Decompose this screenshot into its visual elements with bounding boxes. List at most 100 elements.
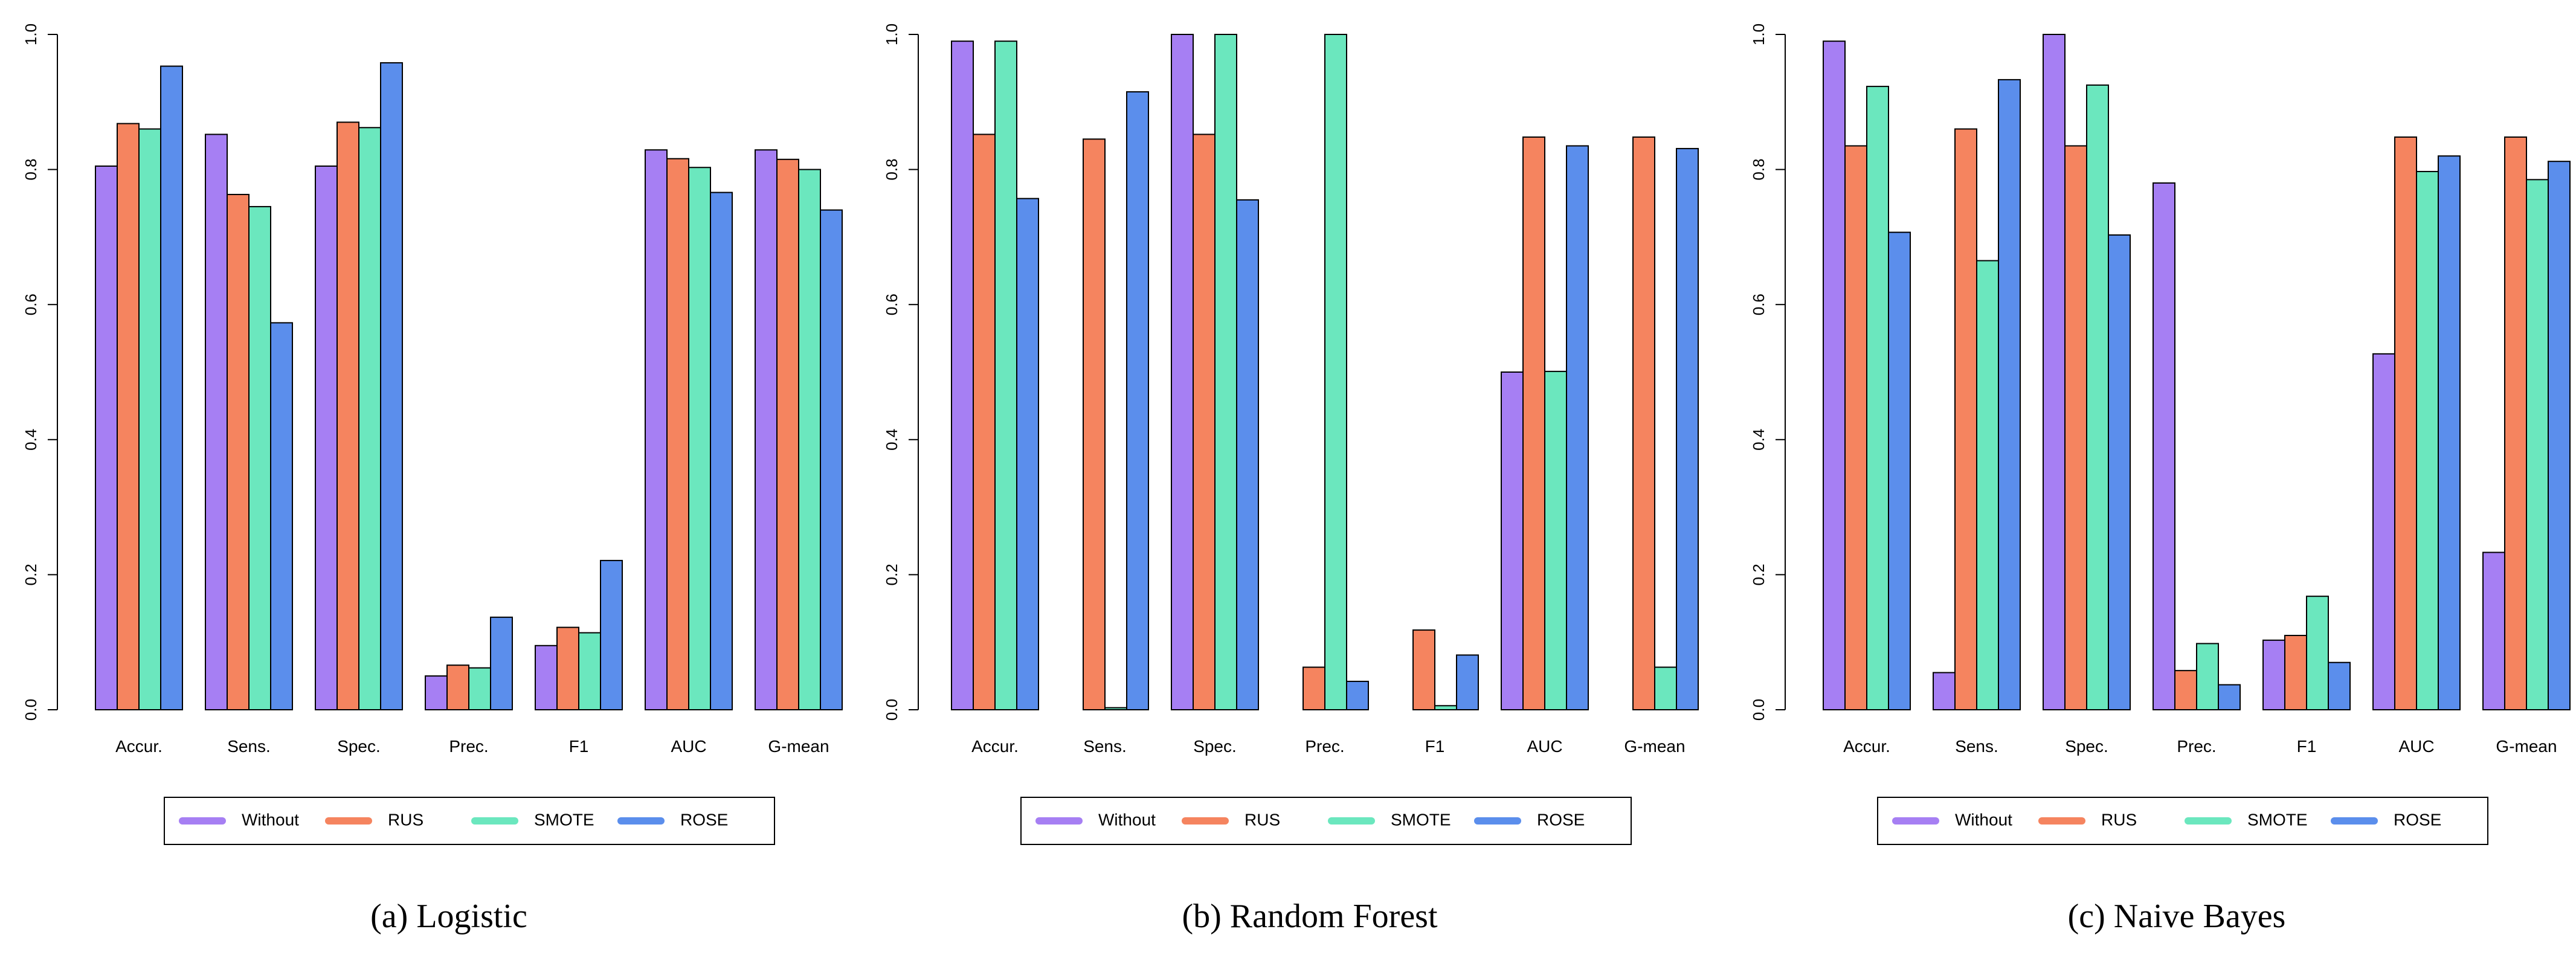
bar-rose bbox=[710, 191, 733, 710]
legend-label: SMOTE bbox=[534, 810, 594, 829]
bar-without bbox=[2043, 34, 2066, 710]
bar-rose bbox=[380, 62, 403, 710]
bar-rose bbox=[820, 209, 843, 710]
y-tick-label: 1.0 bbox=[22, 24, 40, 45]
legend-label: ROSE bbox=[1537, 810, 1585, 829]
x-category-label: Sens. bbox=[227, 737, 271, 756]
bar-rus bbox=[1632, 136, 1655, 711]
y-tick-label: 0.2 bbox=[22, 564, 40, 585]
x-category-label: F1 bbox=[1425, 737, 1445, 756]
x-category-label: Accur. bbox=[1843, 737, 1890, 756]
bar-smote bbox=[578, 632, 601, 710]
bar-rose bbox=[1888, 231, 1911, 711]
x-category-label: Accur. bbox=[115, 737, 163, 756]
y-tick-label: 0.6 bbox=[883, 294, 901, 315]
bar-without bbox=[315, 166, 338, 710]
panel-caption-space bbox=[408, 898, 416, 935]
x-category-label: F1 bbox=[2297, 737, 2317, 756]
bar-rus bbox=[1083, 138, 1106, 711]
panel-caption-letter: (a) bbox=[370, 898, 408, 935]
x-category-label: G-mean bbox=[768, 737, 829, 756]
legend-label: Without bbox=[1955, 810, 2012, 829]
x-category-label: F1 bbox=[569, 737, 589, 756]
panel-caption-text: Logistic bbox=[416, 898, 527, 935]
y-tick-label: 0.6 bbox=[22, 294, 40, 315]
bar-rus bbox=[1954, 128, 1977, 710]
bar-smote bbox=[1544, 370, 1567, 710]
bar-without bbox=[1933, 672, 1956, 711]
bar-smote bbox=[994, 40, 1017, 710]
legend-label: SMOTE bbox=[1391, 810, 1451, 829]
bar-smote bbox=[248, 206, 271, 710]
legend-label: RUS bbox=[2101, 810, 2137, 829]
bar-without bbox=[1501, 371, 1524, 710]
legend-label: Without bbox=[1098, 810, 1156, 829]
bar-rus bbox=[2504, 136, 2527, 711]
legend-label: ROSE bbox=[2394, 810, 2441, 829]
bar-without bbox=[95, 166, 118, 710]
bar-smote bbox=[1434, 705, 1457, 710]
x-category-label: AUC bbox=[2398, 737, 2434, 756]
y-tick-label: 0.4 bbox=[883, 429, 901, 451]
bar-rose bbox=[1346, 681, 1369, 710]
bar-rose bbox=[2218, 684, 2241, 711]
x-category-label: Sens. bbox=[1955, 737, 1998, 756]
x-category-label: Prec. bbox=[449, 737, 488, 756]
y-tick-label: 1.0 bbox=[1750, 24, 1768, 45]
bar-smote bbox=[1866, 86, 1889, 710]
bar-smote bbox=[358, 127, 381, 710]
panel-caption-letter: (b) bbox=[1182, 898, 1221, 935]
panel-caption-letter: (c) bbox=[2068, 898, 2105, 935]
bar-rose bbox=[160, 65, 183, 710]
panel-caption-space bbox=[2105, 898, 2114, 935]
bar-without bbox=[755, 149, 778, 711]
x-category-label: Spec. bbox=[337, 737, 381, 756]
legend: Without RUS SMOTE ROSE bbox=[1877, 797, 2488, 845]
bar-rose bbox=[1126, 91, 1149, 710]
panel-caption: (a) Logistic bbox=[370, 898, 527, 935]
legend-box bbox=[164, 797, 775, 845]
bar-rus bbox=[117, 123, 140, 711]
x-category-label: Prec. bbox=[1305, 737, 1344, 756]
legend: Without RUS SMOTE ROSE bbox=[164, 797, 775, 845]
bar-rus bbox=[2174, 670, 2197, 711]
bar-without bbox=[425, 675, 448, 710]
legend-box bbox=[1877, 797, 2488, 845]
panel-caption-text: Random Forest bbox=[1230, 898, 1438, 935]
panel-caption-space bbox=[1222, 898, 1230, 935]
x-category-label: G-mean bbox=[2496, 737, 2557, 756]
y-tick-label: 0.0 bbox=[883, 699, 901, 721]
chart-panel-a: 0.0 0.2 0.4 0.6 0.8 1.0 Accur. Sens. Spec. Prec. F… bbox=[22, 24, 843, 935]
x-category-label: G-mean bbox=[1624, 737, 1685, 756]
bar-rose bbox=[2328, 661, 2351, 710]
x-category-label: Spec. bbox=[2065, 737, 2108, 756]
bar-rus bbox=[1302, 666, 1325, 711]
legend-label: Without bbox=[242, 810, 299, 829]
chart-panel-c: 0.0 0.2 0.4 0.6 0.8 1.0 Accur. Sens. Spec. Prec. F… bbox=[1750, 24, 2571, 935]
legend: Without RUS SMOTE ROSE bbox=[1020, 797, 1632, 845]
bar-rose bbox=[490, 616, 513, 710]
y-tick-label: 0.0 bbox=[22, 699, 40, 721]
y-tick-label: 0.8 bbox=[22, 159, 40, 181]
legend-label: SMOTE bbox=[2247, 810, 2308, 829]
bar-rose bbox=[1456, 654, 1479, 711]
bar-smote bbox=[2086, 84, 2109, 711]
bar-without bbox=[2262, 639, 2285, 710]
bar-without bbox=[205, 133, 228, 711]
y-tick-label: 0.6 bbox=[1750, 294, 1768, 315]
bar-without bbox=[2153, 182, 2175, 710]
bar-smote bbox=[688, 167, 711, 711]
panel-caption: (b) Random Forest bbox=[1182, 898, 1438, 935]
x-category-label: AUC bbox=[671, 737, 706, 756]
bar-without bbox=[951, 40, 974, 710]
bar-without bbox=[1823, 40, 1846, 710]
bar-rus bbox=[1193, 133, 1216, 711]
bar-rus bbox=[666, 158, 689, 711]
bar-smote bbox=[1214, 34, 1237, 710]
y-tick-label: 0.8 bbox=[883, 159, 901, 181]
bar-rose bbox=[600, 559, 623, 710]
bar-rus bbox=[2284, 635, 2307, 711]
bar-rose bbox=[1236, 199, 1259, 711]
bar-smote bbox=[2306, 596, 2329, 711]
bar-smote bbox=[2416, 170, 2439, 711]
